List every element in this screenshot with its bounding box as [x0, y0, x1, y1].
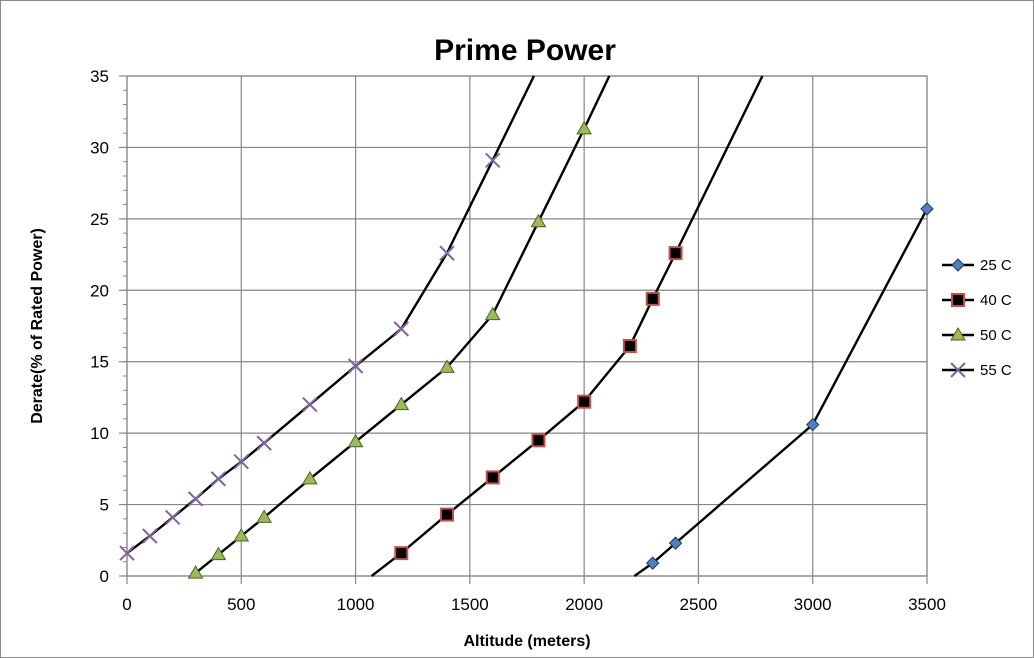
x-marker-stroke: [233, 454, 249, 470]
y-tick-label: 5: [100, 496, 109, 515]
data-point-40c: [485, 470, 500, 485]
data-point-50c: [301, 470, 318, 485]
y-tick-label: 15: [90, 353, 109, 372]
x-marker-stroke: [950, 362, 966, 378]
x-tick-label: 2500: [680, 595, 718, 614]
x-marker-stroke: [393, 321, 409, 337]
data-point-55c: [210, 471, 227, 487]
x-marker-stroke: [142, 528, 158, 544]
data-point-55c: [187, 491, 204, 507]
legend-marker: [950, 362, 966, 378]
x-marker-stroke: [119, 545, 135, 561]
data-point-50c: [484, 306, 501, 321]
data-point-55c: [142, 528, 158, 544]
data-point-50c: [576, 120, 593, 135]
data-point-50c: [439, 359, 455, 373]
series-lines: [126, 75, 929, 577]
x-tick-label: 1500: [451, 595, 489, 614]
x-marker-stroke: [302, 396, 318, 413]
data-point-25c: [668, 536, 683, 550]
x-marker-stroke: [347, 358, 364, 374]
data-point-55c: [347, 358, 364, 374]
data-point-40c: [531, 433, 546, 448]
y-tick-label: 25: [90, 210, 109, 229]
data-point-55c: [393, 321, 409, 337]
data-point-40c: [645, 291, 660, 306]
x-marker-stroke: [187, 491, 204, 507]
series-markers: [119, 120, 934, 579]
data-point-50c: [530, 213, 547, 228]
data-point-55c: [165, 509, 181, 526]
x-marker-stroke: [210, 471, 227, 487]
data-point-55c: [256, 435, 272, 451]
data-point-40c: [622, 339, 637, 353]
tick-labels: 0 500 1000 1500 2000 2500 3000 3500 0 5 10 15 20 25 30…: [90, 67, 946, 614]
legend-marker: [951, 258, 965, 272]
grid-lines: [126, 75, 928, 577]
axes: [119, 75, 928, 584]
data-point-50c: [393, 396, 410, 411]
series-line-25c: [633, 208, 929, 577]
legend-item-50c: 50 C: [942, 327, 1012, 344]
series-line-50c: [194, 75, 611, 575]
legend-label: 40 C: [980, 292, 1012, 309]
data-point-25c: [646, 556, 660, 570]
data-point-55c: [302, 396, 318, 413]
x-tick-label: 3000: [794, 595, 832, 614]
data-point-40c: [577, 394, 592, 409]
data-point-50c: [210, 546, 227, 561]
legend-label: 25 C: [980, 257, 1012, 274]
legend-item-40c: 40 C: [942, 292, 1012, 309]
chart-title: Prime Power: [434, 34, 616, 67]
data-point-55c: [233, 454, 249, 470]
data-point-55c: [485, 152, 501, 168]
y-tick-label: 20: [90, 281, 109, 300]
data-point-40c: [440, 507, 454, 522]
x-marker-stroke: [439, 245, 455, 261]
data-point-55c: [439, 245, 455, 261]
legend-marker: [951, 293, 965, 307]
x-marker-stroke: [485, 152, 501, 168]
data-point-55c: [119, 545, 135, 561]
data-point-50c: [233, 528, 250, 542]
x-marker-stroke: [256, 435, 272, 451]
x-tick-label: 3500: [908, 595, 946, 614]
legend-item-25c: 25 C: [942, 257, 1012, 274]
legend-item-55c: 55 C: [942, 362, 1012, 379]
x-tick-label: 500: [227, 595, 255, 614]
x-tick-label: 2000: [565, 595, 603, 614]
x-tick-label: 0: [122, 595, 131, 614]
data-point-50c: [347, 433, 364, 448]
y-tick-label: 10: [90, 424, 109, 443]
x-tick-label: 1000: [337, 595, 375, 614]
series-line-40c: [370, 75, 764, 577]
y-tick-label: 35: [90, 67, 109, 86]
x-axis-label: Altitude (meters): [463, 633, 590, 650]
y-axis-label: Derate(% of Rated Power): [29, 228, 46, 424]
data-point-25c: [920, 202, 934, 216]
data-point-40c: [394, 546, 409, 561]
legend: 25 C 40 C 50 C 55 C: [942, 257, 1012, 379]
plot-area-border: [126, 75, 928, 577]
legend-marker: [950, 327, 966, 341]
x-marker-stroke: [165, 509, 181, 526]
data-point-50c: [187, 565, 204, 579]
data-point-50c: [256, 509, 273, 523]
y-tick-label: 30: [90, 138, 109, 157]
y-tick-label: 0: [100, 567, 109, 586]
data-point-25c: [806, 417, 820, 432]
data-point-40c: [668, 246, 683, 261]
legend-label: 50 C: [980, 327, 1012, 344]
legend-label: 55 C: [980, 362, 1012, 379]
